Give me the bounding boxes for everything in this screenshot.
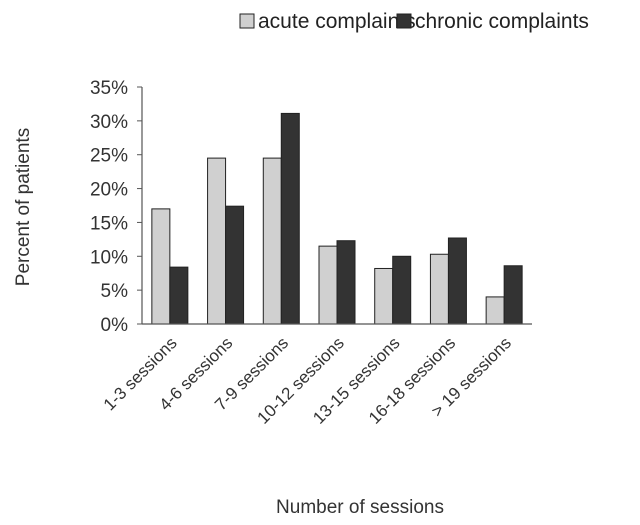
y-tick-label: 25%: [90, 146, 128, 167]
bar-chronic: [280, 112, 300, 325]
y-tick-label: 20%: [90, 180, 128, 201]
y-axis-ticks: 0% 5% 10% 15% 20% 25% 30% 35%: [90, 78, 142, 336]
bar-chronic: [447, 237, 467, 325]
y-tick-label: 30%: [90, 112, 128, 133]
bar-acute: [207, 157, 227, 325]
y-tick-label: 10%: [90, 247, 128, 268]
y-tick-label: 35%: [90, 78, 128, 99]
y-tick-label: 15%: [90, 213, 128, 234]
bar-chronic: [392, 255, 412, 325]
bar-chronic: [503, 265, 523, 325]
bar-acute: [485, 296, 505, 325]
y-tick-label: 5%: [101, 281, 129, 302]
legend: acute complaints chronic complaints: [239, 10, 589, 33]
x-axis-title: Number of sessions: [276, 497, 444, 518]
y-tick-label: 0%: [101, 315, 129, 336]
bar-chronic: [169, 266, 189, 325]
bar-chronic: [225, 205, 245, 325]
bar-chronic: [336, 240, 356, 325]
bar-acute: [374, 267, 394, 325]
legend-label-acute: acute complaints: [258, 10, 416, 33]
bar-acute: [151, 208, 171, 325]
y-axis-title: Percent of patients: [13, 128, 34, 286]
bar-acute: [318, 245, 338, 325]
bar-acute: [429, 253, 449, 325]
legend-swatch-chronic: [396, 13, 412, 29]
legend-label-chronic: chronic complaints: [415, 10, 589, 33]
bar-acute: [262, 157, 282, 325]
axes: [141, 87, 532, 325]
legend-swatch-acute: [239, 13, 255, 29]
bars: [151, 112, 523, 325]
